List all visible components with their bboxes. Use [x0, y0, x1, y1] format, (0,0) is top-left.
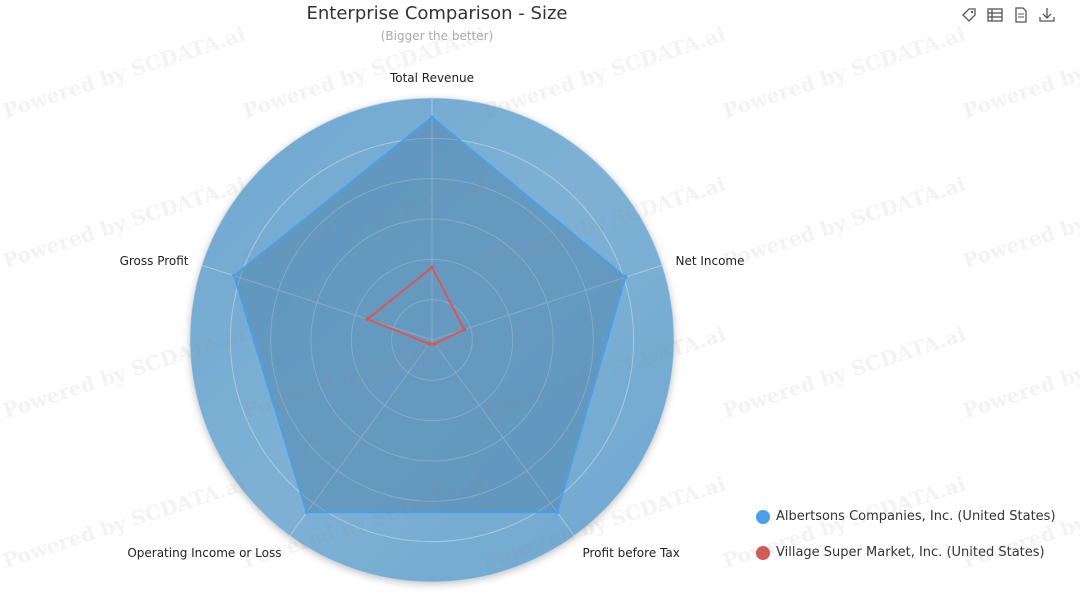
- series-point: [232, 273, 237, 278]
- indicator-label: Profit before Tax: [582, 546, 679, 560]
- series-point: [430, 265, 434, 270]
- radar-axis-line: [201, 264, 433, 341]
- series-point: [432, 341, 437, 346]
- chart-subtitle: (Bigger the better): [380, 29, 494, 43]
- radar-axis-line: [289, 339, 433, 537]
- legend-marker-icon: [756, 509, 770, 524]
- indicator-label: Operating Income or Loss: [127, 546, 281, 560]
- legend-item-series-2[interactable]: Village Super Market, Inc. (United State…: [755, 543, 1056, 562]
- series-point: [430, 115, 434, 120]
- indicator-label: Total Revenue: [389, 71, 474, 85]
- series-point: [365, 317, 370, 322]
- legend-label: Albertsons Companies, Inc. (United State…: [776, 509, 1056, 524]
- document-icon[interactable]: [1012, 6, 1030, 24]
- data-view-icon[interactable]: [986, 6, 1004, 24]
- series-point: [555, 510, 560, 515]
- chart-legend: Albertsons Companies, Inc. (United State…: [755, 507, 1056, 579]
- series-polygon-2: [366, 266, 466, 345]
- series-polygon-1: [233, 116, 627, 514]
- tag-icon[interactable]: [960, 6, 978, 24]
- series-point: [427, 341, 432, 346]
- series-point: [462, 327, 467, 332]
- chart-title: Enterprise Comparison - Size: [306, 3, 568, 24]
- radar-axis-line: [431, 339, 575, 537]
- legend-marker-icon: [756, 545, 770, 560]
- indicator-label: Gross Profit: [120, 254, 189, 268]
- chart-toolbox: [960, 6, 1056, 24]
- legend-label: Village Super Market, Inc. (United State…: [776, 545, 1045, 560]
- legend-item-series-1[interactable]: Albertsons Companies, Inc. (United State…: [755, 507, 1056, 526]
- series-point: [623, 275, 628, 280]
- download-icon[interactable]: [1038, 6, 1056, 24]
- indicator-label: Net Income: [675, 254, 744, 268]
- series-point: [304, 510, 309, 515]
